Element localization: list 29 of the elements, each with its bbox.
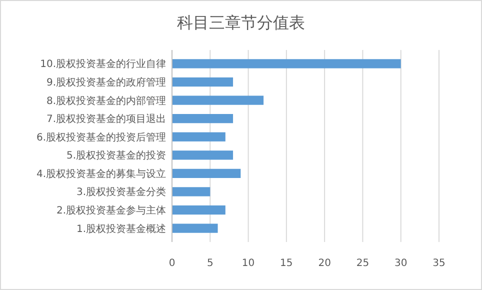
x-tick-label: 20 xyxy=(318,258,331,269)
bar xyxy=(172,59,401,68)
y-tick-label: 8.股权投资基金的内部管理 xyxy=(46,94,166,107)
y-tick-label: 1.股权投资基金概述 xyxy=(76,222,166,235)
y-tick-label: 2.股权投资基金参与主体 xyxy=(56,204,166,216)
bar xyxy=(172,168,241,178)
bar xyxy=(172,132,226,142)
bar xyxy=(172,205,226,215)
bar xyxy=(172,114,234,124)
bar xyxy=(172,150,234,160)
y-tick-label: 9.股权投资基金的政府管理 xyxy=(46,76,166,88)
y-tick-label: 7.股权投资基金的项目退出 xyxy=(46,113,166,126)
bar xyxy=(172,224,218,233)
bar xyxy=(172,187,210,196)
x-tick-label: 0 xyxy=(168,258,176,269)
x-tick-label: 5 xyxy=(206,258,214,269)
x-tick-label: 25 xyxy=(356,258,370,269)
x-tick-label: 10 xyxy=(242,258,255,269)
x-tick-label: 35 xyxy=(432,258,446,269)
y-tick-label: 4.股权投资基金的募集与设立 xyxy=(36,168,166,180)
y-tick-label: 3.股权投资基金分类 xyxy=(76,186,166,198)
y-tick-label: 10.股权投资基金的行业自律 xyxy=(40,58,166,70)
x-tick-label: 15 xyxy=(280,258,293,269)
bar xyxy=(172,77,234,87)
chart-title: 科目三章节分值表 xyxy=(177,13,305,32)
y-tick-label: 5.股权投资基金的投资 xyxy=(66,150,166,162)
x-tick-label: 30 xyxy=(394,258,408,269)
bar xyxy=(172,96,264,105)
y-tick-label: 6.股权投资基金的投资后管理 xyxy=(36,131,166,144)
